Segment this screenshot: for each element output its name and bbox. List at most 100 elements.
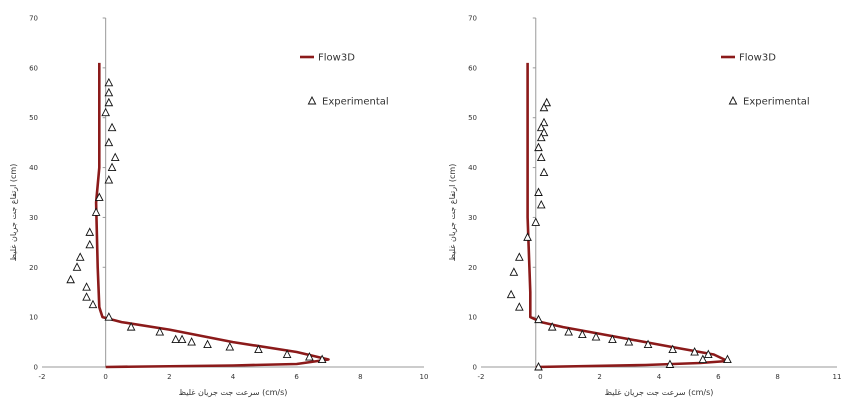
- legend-triangle-swatch: [307, 96, 317, 105]
- experimental-point: [107, 162, 117, 172]
- y-axis-title: ارتفاع جت جريان غليظ (cm): [448, 164, 457, 262]
- experimental-point: [82, 292, 91, 301]
- experimental-point: [75, 252, 85, 261]
- y-tick-label: 10: [468, 314, 477, 322]
- y-tick-label: 70: [29, 15, 38, 23]
- experimental-point: [534, 314, 543, 324]
- experimental-point: [515, 252, 524, 261]
- y-axis-title: ارتفاع جت جريان غليظ (cm): [9, 164, 18, 262]
- experimental-point: [534, 187, 543, 196]
- experimental-point: [104, 87, 114, 97]
- y-tick-label: 0: [34, 364, 38, 372]
- x-tick-label: 6: [294, 373, 299, 381]
- experimental-point: [534, 142, 543, 152]
- experimental-point: [203, 339, 212, 349]
- y-tick-label: 50: [29, 114, 38, 122]
- experimental-point: [107, 122, 117, 132]
- experimental-point: [509, 267, 519, 276]
- experimental-point: [564, 327, 573, 336]
- experimental-point: [539, 117, 549, 127]
- experimental-point: [66, 274, 75, 284]
- experimental-point: [536, 199, 546, 209]
- experimental-point: [539, 167, 549, 177]
- experimental-point: [177, 334, 187, 344]
- experimental-point: [104, 97, 114, 107]
- experimental-point: [515, 302, 524, 311]
- legend-label-experimental: Experimental: [322, 97, 389, 108]
- y-tick-label: 20: [29, 264, 38, 272]
- x-tick-label: 2: [597, 373, 601, 381]
- flow3d-line: [94, 62, 330, 369]
- x-tick-label: 6: [716, 373, 721, 381]
- y-tick-label: 0: [473, 364, 477, 372]
- experimental-point: [225, 342, 235, 351]
- experimental-point: [539, 127, 549, 137]
- x-tick-label: 0: [538, 373, 542, 381]
- experimental-point: [547, 322, 557, 331]
- x-tick-label: 0: [103, 373, 107, 381]
- x-tick-label: 11: [833, 373, 842, 381]
- experimental-point: [539, 102, 549, 112]
- experimental-point: [104, 137, 114, 147]
- flow3d-line: [526, 62, 729, 369]
- experimental-point: [542, 97, 552, 107]
- experimental-point: [317, 354, 327, 363]
- y-tick-label: 40: [468, 164, 477, 172]
- experimental-point: [187, 337, 196, 346]
- experimental-point: [282, 349, 292, 358]
- experimental-point: [698, 354, 708, 363]
- legend-label-experimental: Experimental: [743, 97, 810, 108]
- y-tick-label: 50: [468, 114, 477, 122]
- x-tick-label: 8: [358, 373, 362, 381]
- experimental-point: [591, 332, 601, 341]
- experimental-point: [82, 282, 91, 291]
- experimental-point: [155, 327, 165, 336]
- x-tick-label: 2: [167, 373, 171, 381]
- experimental-point: [624, 337, 634, 346]
- legend-label-flow3d: Flow3D: [739, 53, 776, 64]
- x-tick-label: 4: [657, 373, 662, 381]
- experimental-point: [668, 344, 678, 353]
- y-tick-label: 20: [468, 264, 477, 272]
- experimental-point: [690, 347, 699, 356]
- y-tick-label: 40: [29, 164, 38, 172]
- x-axis-title: سرعت جت جريان غليظ (cm/s): [179, 388, 288, 397]
- legend-triangle-swatch: [728, 96, 738, 105]
- experimental-point: [104, 175, 114, 184]
- experimental-point: [665, 359, 675, 368]
- x-axis-title: سرعت جت جريان غليظ (cm/s): [605, 388, 714, 397]
- experimental-point: [608, 334, 617, 344]
- x-tick-label: 4: [231, 373, 236, 381]
- experimental-point: [536, 152, 546, 162]
- x-tick-label: -2: [39, 373, 46, 381]
- experimental-point: [643, 339, 653, 349]
- experimental-point: [91, 207, 101, 216]
- experimental-point: [85, 239, 95, 249]
- experimental-point: [577, 329, 587, 339]
- y-tick-label: 10: [29, 314, 38, 322]
- experimental-point: [94, 192, 104, 201]
- y-tick-label: 70: [468, 15, 477, 23]
- x-tick-label: 8: [775, 373, 779, 381]
- x-tick-label: -2: [478, 373, 485, 381]
- experimental-point: [506, 289, 516, 299]
- experimental-point: [88, 299, 98, 309]
- experimental-point: [254, 344, 263, 353]
- legend-label-flow3d: Flow3D: [318, 53, 355, 64]
- experimental-point: [523, 232, 532, 241]
- y-tick-label: 60: [29, 64, 38, 72]
- experimental-point: [531, 217, 541, 226]
- experimental-point: [171, 334, 181, 344]
- y-tick-label: 30: [468, 214, 477, 222]
- y-tick-label: 60: [468, 64, 477, 72]
- experimental-point: [723, 354, 732, 363]
- experimental-point: [534, 362, 543, 371]
- experimental-point: [85, 227, 95, 236]
- experimental-point: [104, 77, 114, 87]
- experimental-point: [104, 312, 114, 321]
- x-tick-label: 10: [420, 373, 429, 381]
- experimental-point: [305, 352, 314, 361]
